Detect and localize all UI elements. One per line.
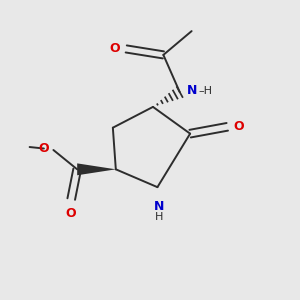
Text: O: O [65, 207, 76, 220]
Text: N: N [154, 200, 164, 213]
Text: O: O [233, 120, 244, 133]
Text: O: O [39, 142, 49, 155]
Text: –H: –H [198, 85, 212, 96]
Text: N: N [187, 84, 197, 97]
Polygon shape [77, 164, 116, 175]
Text: O: O [110, 42, 120, 56]
Text: H: H [155, 212, 163, 222]
